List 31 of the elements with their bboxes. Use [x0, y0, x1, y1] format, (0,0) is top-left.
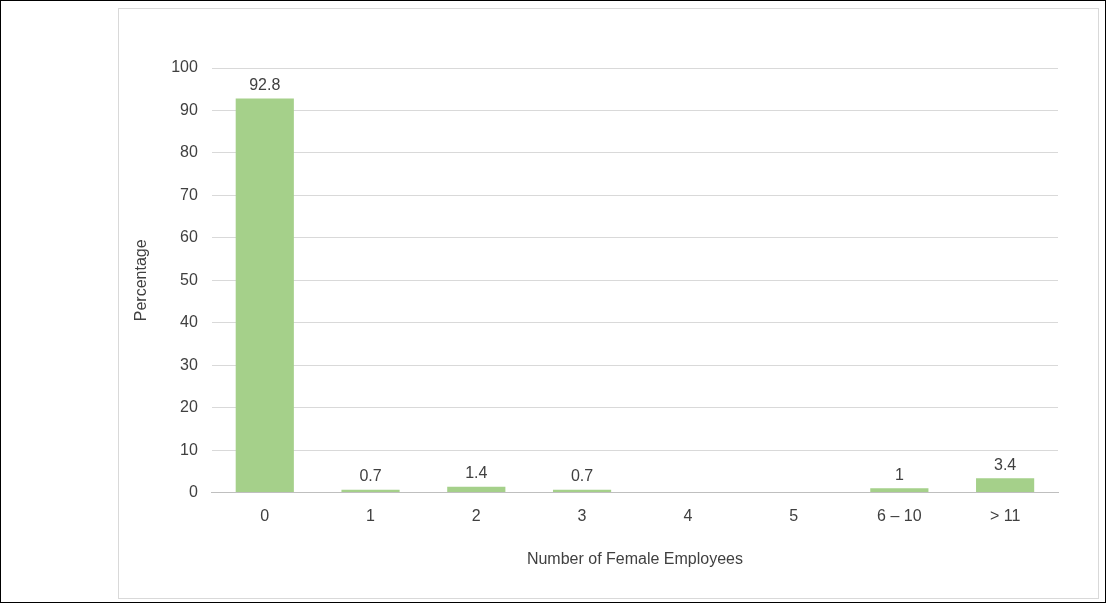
y-tick-label: 0: [188, 483, 198, 501]
y-tick-label: 50: [180, 270, 198, 288]
data-label: 0.7: [570, 467, 594, 485]
y-tick-label: 10: [180, 440, 198, 458]
y-tick-label: 70: [180, 185, 198, 203]
bar: [235, 98, 294, 493]
y-tick-label: 40: [180, 313, 198, 331]
x-tick-label: 2: [471, 506, 481, 524]
x-tick-label: 5: [789, 506, 799, 524]
data-label: 0.7: [359, 467, 382, 485]
y-tick-label: 90: [180, 100, 198, 118]
x-tick-label: 3: [577, 506, 587, 524]
x-tick-label: 0: [260, 506, 270, 524]
y-tick-label: 60: [180, 228, 198, 246]
x-axis-title: Number of Female Employees: [526, 549, 743, 567]
data-label: 92.8: [249, 75, 281, 93]
y-axis-title: Percentage: [132, 239, 150, 322]
x-tick-label: > 11: [989, 506, 1021, 524]
x-tick-label: 1: [366, 506, 376, 524]
x-tick-label: 6 – 10: [877, 506, 922, 524]
bar: [976, 478, 1035, 493]
bar: [447, 486, 506, 493]
x-tick-label: 4: [683, 506, 693, 524]
y-tick-label: 80: [180, 143, 198, 161]
data-label: 1.4: [465, 464, 488, 482]
bar: [870, 488, 929, 493]
data-label: 3.4: [993, 455, 1017, 473]
y-tick-label: 30: [180, 355, 198, 373]
y-tick-label: 100: [171, 58, 198, 76]
y-tick-label: 20: [180, 398, 198, 416]
data-label: 1: [894, 465, 904, 483]
